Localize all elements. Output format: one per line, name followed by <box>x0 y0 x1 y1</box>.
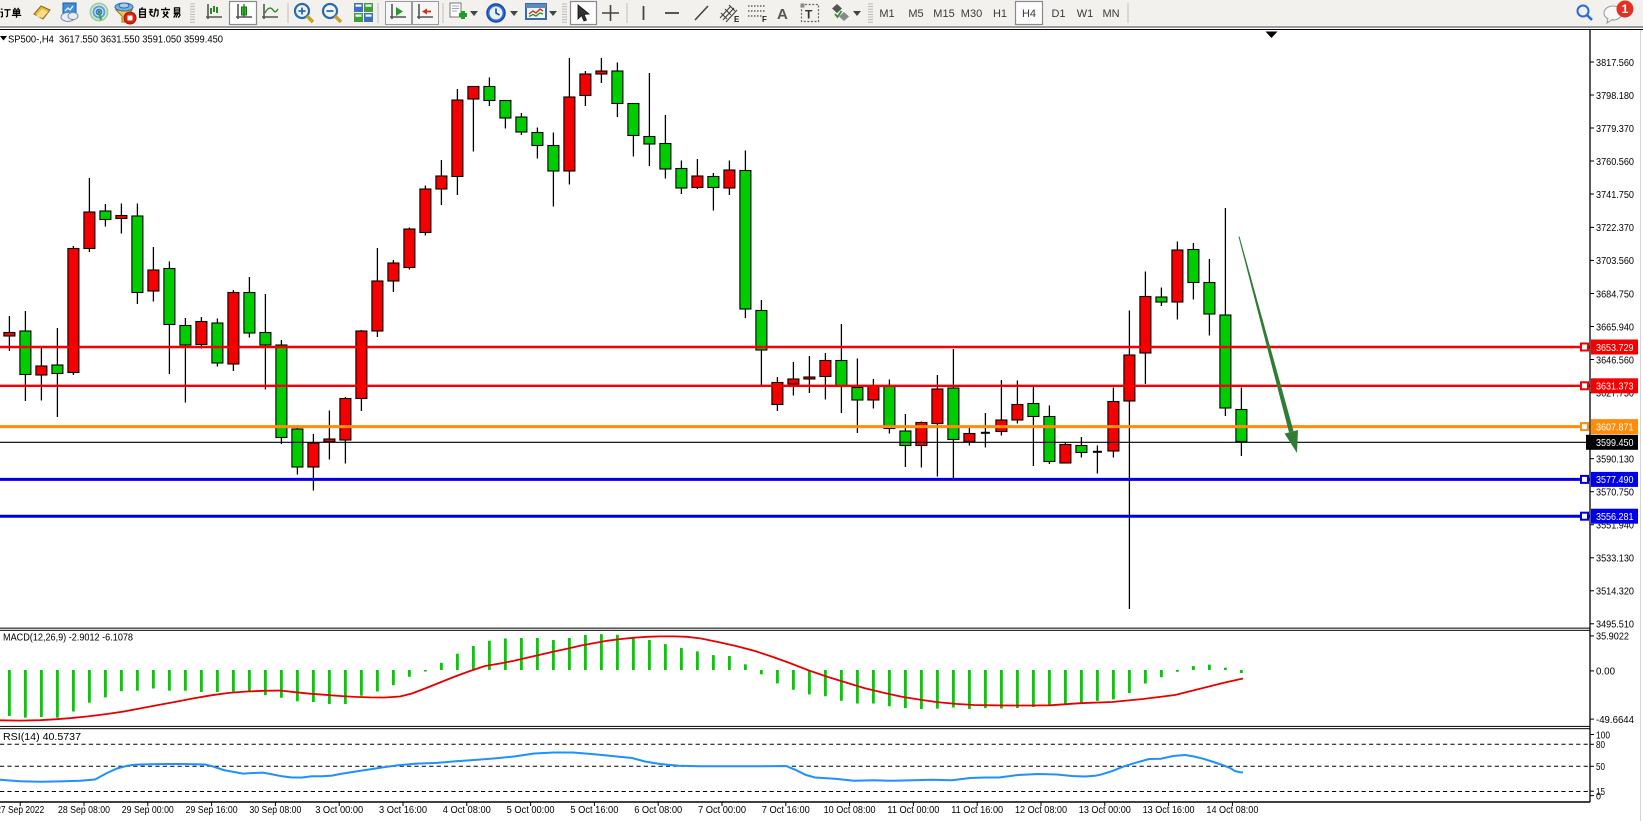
svg-text:3570.750: 3570.750 <box>1596 487 1634 499</box>
svg-text:11 Oct 16:00: 11 Oct 16:00 <box>951 805 1003 816</box>
svg-text:M30: M30 <box>961 8 982 20</box>
svg-text:13 Oct 00:00: 13 Oct 00:00 <box>1079 805 1131 816</box>
svg-text:-49.6644: -49.6644 <box>1596 714 1634 726</box>
svg-text:F: F <box>762 15 767 24</box>
svg-text:7 Oct 16:00: 7 Oct 16:00 <box>762 805 810 816</box>
svg-text:3 Oct 16:00: 3 Oct 16:00 <box>379 805 427 816</box>
svg-text:3607.871: 3607.871 <box>1596 421 1634 433</box>
svg-text:35.9022: 35.9022 <box>1596 631 1629 643</box>
svg-text:10 Oct 08:00: 10 Oct 08:00 <box>824 805 876 816</box>
svg-text:SP500-,H4 3617.550 3631.550 3: SP500-,H4 3617.550 3631.550 3591.050 359… <box>8 34 223 45</box>
svg-text:3599.450: 3599.450 <box>1596 437 1634 449</box>
svg-text:3703.560: 3703.560 <box>1596 255 1634 267</box>
svg-text:28 Sep 08:00: 28 Sep 08:00 <box>58 805 110 816</box>
svg-text:80: 80 <box>1596 739 1605 751</box>
svg-text:14 Oct 08:00: 14 Oct 08:00 <box>1206 805 1258 816</box>
svg-text:3631.373: 3631.373 <box>1596 381 1634 393</box>
svg-text:3646.560: 3646.560 <box>1596 354 1634 366</box>
svg-text:A: A <box>777 6 788 23</box>
svg-text:MN: MN <box>1102 8 1119 20</box>
svg-text:12 Oct 08:00: 12 Oct 08:00 <box>1015 805 1067 816</box>
svg-text:3741.750: 3741.750 <box>1596 189 1634 201</box>
svg-text:0: 0 <box>1596 790 1601 802</box>
svg-text:11 Oct 00:00: 11 Oct 00:00 <box>887 805 939 816</box>
svg-text:3760.560: 3760.560 <box>1596 156 1634 168</box>
svg-text:3495.510: 3495.510 <box>1596 619 1634 631</box>
svg-text:T: T <box>805 8 813 22</box>
svg-text:H4: H4 <box>1022 8 1036 20</box>
svg-text:D1: D1 <box>1051 8 1065 20</box>
svg-text:3798.180: 3798.180 <box>1596 90 1634 102</box>
svg-text:13 Oct 16:00: 13 Oct 16:00 <box>1143 805 1195 816</box>
svg-text:3 Oct 00:00: 3 Oct 00:00 <box>315 805 363 816</box>
svg-text:29 Sep 00:00: 29 Sep 00:00 <box>122 805 174 816</box>
svg-text:3514.320: 3514.320 <box>1596 586 1634 598</box>
svg-text:3590.130: 3590.130 <box>1596 454 1634 466</box>
svg-text:15: 15 <box>1596 786 1605 798</box>
svg-text:3722.370: 3722.370 <box>1596 222 1634 234</box>
svg-text:3817.560: 3817.560 <box>1596 57 1634 69</box>
svg-text:4 Oct 08:00: 4 Oct 08:00 <box>443 805 491 816</box>
svg-text:3779.370: 3779.370 <box>1596 123 1634 135</box>
svg-text:3665.940: 3665.940 <box>1596 321 1634 333</box>
svg-text:3577.490: 3577.490 <box>1596 474 1634 486</box>
svg-text:0.00: 0.00 <box>1596 666 1615 678</box>
svg-text:M15: M15 <box>933 8 954 20</box>
svg-text:MACD(12,26,9) -2.9012 -6.1078: MACD(12,26,9) -2.9012 -6.1078 <box>3 633 133 644</box>
svg-text:29 Sep 16:00: 29 Sep 16:00 <box>186 805 238 816</box>
svg-text:5 Oct 00:00: 5 Oct 00:00 <box>507 805 555 816</box>
svg-text:M5: M5 <box>908 8 923 20</box>
svg-text:50: 50 <box>1596 761 1605 773</box>
svg-text:1: 1 <box>1622 2 1629 16</box>
svg-text:100: 100 <box>1596 729 1610 741</box>
svg-text:27 Sep 2022: 27 Sep 2022 <box>0 805 45 816</box>
svg-text:H1: H1 <box>993 8 1007 20</box>
svg-text:E: E <box>734 15 740 24</box>
svg-text:5 Oct 16:00: 5 Oct 16:00 <box>570 805 618 816</box>
svg-text:M1: M1 <box>879 8 894 20</box>
svg-text:3533.130: 3533.130 <box>1596 553 1634 565</box>
svg-text:W1: W1 <box>1077 8 1094 20</box>
svg-text:6 Oct 08:00: 6 Oct 08:00 <box>634 805 682 816</box>
svg-text:3653.729: 3653.729 <box>1596 342 1634 354</box>
svg-text:RSI(14) 40.5737: RSI(14) 40.5737 <box>3 732 81 743</box>
svg-text:3684.750: 3684.750 <box>1596 288 1634 300</box>
svg-text:3556.281: 3556.281 <box>1596 511 1634 523</box>
svg-text:7 Oct 00:00: 7 Oct 00:00 <box>698 805 746 816</box>
svg-text:30 Sep 08:00: 30 Sep 08:00 <box>249 805 301 816</box>
